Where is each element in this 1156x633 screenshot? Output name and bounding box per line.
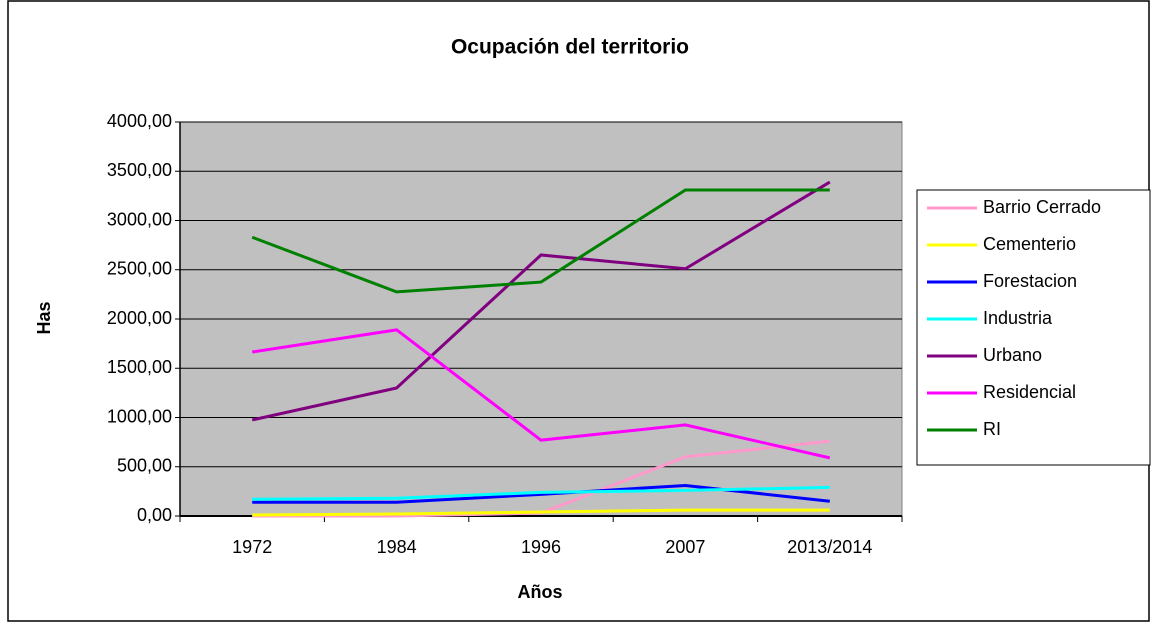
y-tick-label: 2000,00 (107, 308, 172, 328)
y-axis-label: Has (34, 301, 54, 334)
x-axis-label: Años (518, 582, 563, 602)
y-tick-label: 1500,00 (107, 357, 172, 377)
series-line (252, 485, 830, 501)
legend-label: RI (983, 419, 1001, 439)
x-tick-label: 2013/2014 (787, 537, 872, 557)
legend-label: Urbano (983, 345, 1042, 365)
legend-label: Residencial (983, 382, 1076, 402)
x-tick-label: 1972 (232, 537, 272, 557)
y-tick-label: 4000,00 (107, 111, 172, 131)
series-line (252, 508, 830, 517)
y-tick-label: 0,00 (137, 505, 172, 525)
x-tick-label: 2007 (665, 537, 705, 557)
y-tick-label: 1000,00 (107, 406, 172, 426)
legend-label: Forestacion (983, 271, 1077, 291)
chart-title: Ocupación del territorio (451, 36, 689, 59)
legend-label: Cementerio (983, 234, 1076, 254)
y-tick-label: 3500,00 (107, 160, 172, 180)
y-tick-label: 3000,00 (107, 209, 172, 229)
legend-label: Barrio Cerrado (983, 197, 1101, 217)
x-tick-label: 1996 (521, 537, 561, 557)
series-line (251, 180, 831, 422)
x-tick-label: 1984 (377, 537, 417, 557)
y-tick-label: 500,00 (117, 456, 172, 476)
legend-box (916, 189, 1151, 466)
series-line (251, 188, 830, 294)
series-line (251, 328, 831, 460)
legend-label: Industria (983, 308, 1053, 328)
y-tick-label: 2500,00 (107, 259, 172, 279)
